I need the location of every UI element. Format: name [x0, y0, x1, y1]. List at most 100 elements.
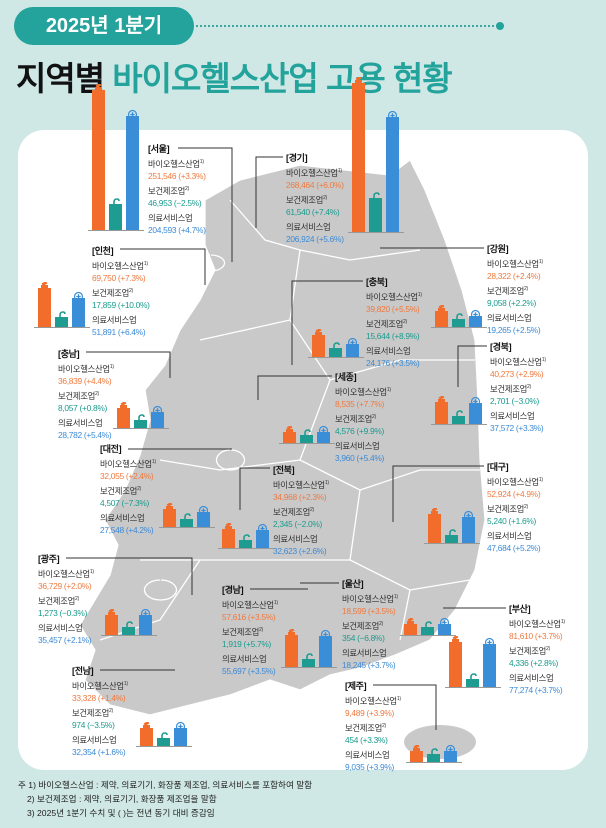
category-value: 9,035 (+3.9%)	[345, 761, 394, 772]
region-label: [제주] 바이오헬스산업1) 9,489 (+3.9%) 보건제조업2) 454 (+3…	[345, 680, 401, 774]
bar-medical-cross	[438, 624, 451, 635]
chart-baseline	[159, 527, 215, 528]
category-label: 바이오헬스산업1)	[286, 167, 342, 178]
bar-microscope	[55, 317, 68, 327]
title-black: 지역별	[16, 60, 105, 97]
category-label: 보건제조업2)	[273, 506, 314, 517]
category-label: 바이오헬스산업1)	[487, 476, 543, 487]
leader-line	[457, 345, 487, 387]
chart-baseline	[308, 357, 364, 358]
pill-bottle-icon	[222, 519, 235, 532]
microscope-icon	[55, 307, 68, 320]
medical-cross-icon	[462, 507, 475, 520]
category-value: 27,548 (+4.2%)	[100, 524, 154, 535]
bar-microscope	[239, 540, 252, 548]
divider-dot	[496, 22, 504, 30]
medical-cross-icon	[317, 422, 330, 436]
category-value: 974 (−3.5%)	[72, 719, 115, 730]
category-value: 47,684 (+5.2%)	[487, 542, 541, 553]
category-label: 바이오헬스산업1)	[273, 479, 329, 490]
region-name: [대구]	[487, 462, 509, 472]
medical-cross-icon	[126, 106, 139, 120]
pill-bottle-icon	[352, 73, 365, 86]
microscope-icon	[445, 525, 458, 538]
bar-medical-cross	[386, 117, 399, 232]
chart-baseline	[406, 762, 462, 763]
bar-pill-bottle	[435, 401, 448, 424]
microscope-icon	[452, 309, 465, 322]
region-name: [부산]	[509, 604, 531, 614]
pill-bottle-icon	[140, 718, 153, 731]
category-label: 바이오헬스산업1)	[148, 158, 204, 169]
category-label: 보건제조업2)	[286, 194, 327, 205]
category-value: 32,354 (+1.6%)	[72, 746, 126, 757]
region-label: [대구] 바이오헬스산업1) 52,924 (+4.9%) 보건제조업2) 5,240 …	[487, 461, 543, 555]
region-name: [광주]	[38, 554, 60, 564]
region-name: [강원]	[487, 244, 509, 254]
category-label: 바이오헬스산업1)	[335, 386, 391, 397]
category-value: 18,599 (+3.5%)	[342, 605, 396, 616]
region-label: [인천] 바이오헬스산업1) 69,750 (+7.3%) 보건제조업2) 17,859…	[92, 245, 150, 339]
title-teal: 바이오헬스산업 고용 현황	[112, 60, 452, 97]
category-label: 의료서비스업	[342, 647, 387, 658]
medical-cross-icon	[469, 306, 482, 320]
pill-bottle-icon	[410, 741, 423, 754]
region-name: [경북]	[490, 342, 512, 352]
category-label: 바이오헬스산업1)	[92, 260, 148, 271]
pill-bottle-icon	[312, 325, 325, 338]
bar-pill-bottle	[352, 82, 365, 232]
region-name: [인천]	[92, 246, 114, 256]
region-label: [경북] 바이오헬스산업1) 40,273 (+2.9%) 보건제조업2) 2,701 …	[490, 341, 546, 435]
category-label: 보건제조업2)	[38, 595, 79, 606]
category-value: 2,701 (−3.0%)	[490, 395, 539, 406]
bar-medical-cross	[462, 516, 475, 543]
category-value: 32,623 (+2.6%)	[273, 545, 327, 556]
medical-cross-icon	[139, 605, 152, 619]
bar-pill-bottle	[117, 407, 130, 428]
bar-medical-cross	[346, 343, 359, 357]
category-value: 34,968 (+2.3%)	[273, 491, 327, 502]
category-value: 39,820 (+5.5%)	[366, 303, 420, 314]
category-label: 의료서비스업	[38, 622, 83, 633]
bar-medical-cross	[126, 116, 139, 230]
category-label: 바이오헬스산업1)	[72, 680, 128, 691]
leader-line	[86, 351, 171, 378]
region-name: [충남]	[58, 349, 80, 359]
bar-microscope	[329, 348, 342, 357]
pill-bottle-icon	[92, 80, 105, 94]
category-value: 24,176 (+3.5%)	[366, 357, 420, 368]
category-label: 보건제조업2)	[490, 383, 531, 394]
leader-line	[373, 684, 437, 730]
category-value: 354 (−6.8%)	[342, 632, 385, 643]
region-name: [세종]	[335, 372, 357, 382]
footnotes: 주 1) 바이오헬스산업 : 제약, 의료기기, 화장품 제조업, 의료서비스를…	[18, 778, 312, 820]
bar-microscope	[157, 738, 170, 746]
microscope-icon	[466, 669, 479, 682]
category-label: 보건제조업2)	[345, 722, 386, 733]
bar-medical-cross	[483, 644, 496, 687]
region-borders	[99, 199, 480, 641]
bar-pill-bottle	[283, 432, 296, 443]
category-label: 보건제조업2)	[342, 620, 383, 631]
category-label: 보건제조업2)	[100, 485, 141, 496]
chart-baseline	[445, 687, 501, 688]
leader-line	[239, 467, 270, 510]
category-value: 1,273 (−0.3%)	[38, 607, 87, 618]
category-label: 의료서비스업	[273, 533, 318, 544]
category-label: 바이오헬스산업1)	[58, 363, 114, 374]
medical-cross-icon	[386, 107, 399, 121]
leader-line	[178, 147, 233, 262]
bar-microscope	[421, 627, 434, 635]
pill-bottle-icon	[105, 605, 118, 618]
chart-baseline	[88, 230, 144, 231]
category-label: 의료서비스업	[345, 749, 390, 760]
bar-microscope	[300, 435, 313, 443]
category-value: 57,616 (+3.5%)	[222, 611, 276, 622]
microscope-icon	[109, 194, 122, 207]
region-label: [세종] 바이오헬스산업1) 8,535 (+7.7%) 보건제조업2) 4,576 (…	[335, 371, 391, 465]
region-name: [울산]	[342, 579, 364, 589]
pill-bottle-icon	[38, 278, 51, 292]
bar-medical-cross	[469, 403, 482, 424]
category-label: 의료서비스업	[222, 653, 267, 664]
microscope-icon	[180, 509, 193, 522]
